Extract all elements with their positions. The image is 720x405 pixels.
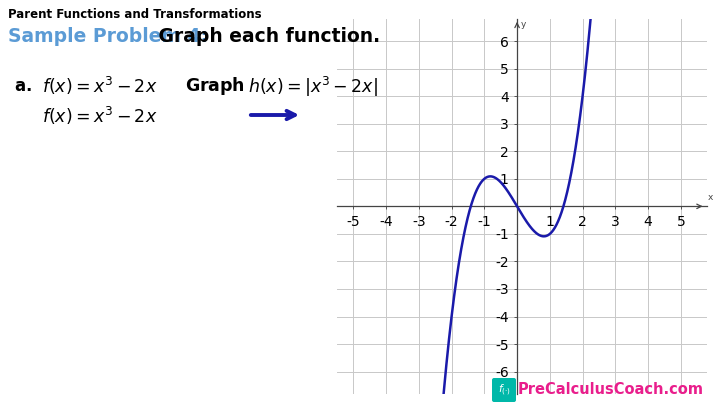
Text: $h(x) = |x^3 - 2x|$: $h(x) = |x^3 - 2x|$	[248, 75, 378, 99]
Text: $f_{(\cdot)}$: $f_{(\cdot)}$	[498, 382, 510, 398]
Text: $f(x) = x^3 - 2x$: $f(x) = x^3 - 2x$	[42, 75, 158, 97]
Text: $f(x) = x^3 - 2x$: $f(x) = x^3 - 2x$	[42, 105, 158, 127]
Text: $\mathbf{a.}$: $\mathbf{a.}$	[14, 77, 32, 95]
Text: Sample Problem 4:: Sample Problem 4:	[8, 27, 208, 46]
Text: y: y	[521, 20, 526, 30]
Text: Parent Functions and Transformations: Parent Functions and Transformations	[8, 8, 261, 21]
Text: Graph each function.: Graph each function.	[152, 27, 380, 46]
FancyBboxPatch shape	[492, 378, 516, 402]
Text: x: x	[708, 193, 713, 202]
Text: $\mathbf{Graph}$: $\mathbf{Graph}$	[185, 75, 245, 97]
Text: PreCalculusCoach.com: PreCalculusCoach.com	[518, 382, 704, 397]
